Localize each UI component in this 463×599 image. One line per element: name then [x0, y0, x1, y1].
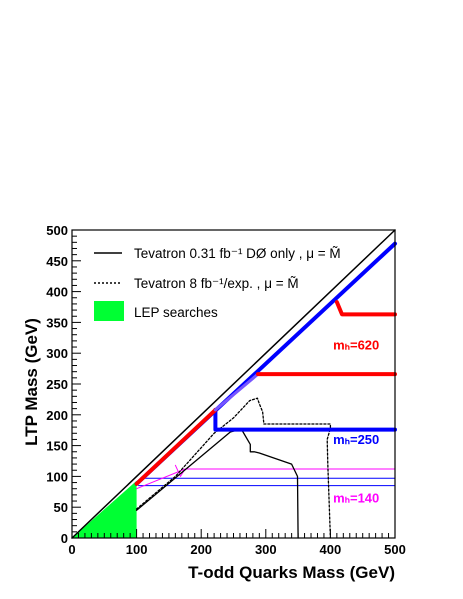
y-tick-label: 150: [46, 439, 68, 454]
y-axis-title: LTP Mass (GeV): [22, 318, 41, 446]
annotation-2: mₕ=140: [333, 490, 379, 505]
lep-region: [72, 480, 137, 538]
y-tick-label: 0: [61, 531, 68, 546]
x-tick-label: 500: [384, 542, 406, 557]
red-thick-horizontal-2: [334, 300, 397, 317]
y-tick-label: 50: [54, 500, 68, 515]
legend: Tevatron 0.31 fb⁻¹ DØ only , μ = M̃ Tevat…: [94, 246, 341, 321]
y-tick-label: 450: [46, 254, 68, 269]
y-tick-label: 300: [46, 346, 68, 361]
y-tick-label: 350: [46, 315, 68, 330]
x-tick-label: 200: [190, 542, 212, 557]
annotation-1: mₕ=250: [333, 432, 379, 447]
x-tick-label: 400: [320, 542, 342, 557]
y-tick-label: 200: [46, 408, 68, 423]
plot-area: mₕ=620 mₕ=250 mₕ=140: [71, 229, 397, 539]
y-tick-label: 400: [46, 285, 68, 300]
legend-label-2: LEP searches: [134, 305, 218, 320]
annotation-0: mₕ=620: [333, 338, 379, 353]
red-thick-diagonal: [134, 407, 218, 486]
legend-label-0: Tevatron 0.31 fb⁻¹ DØ only , μ = M̃: [134, 246, 341, 261]
d0-only-curve: [135, 428, 299, 539]
x-tick-label: 0: [68, 542, 75, 557]
y-tick-label: 500: [46, 223, 68, 238]
tevatron-8fb-curve: [135, 397, 332, 539]
legend-fill-swatch: [94, 301, 124, 321]
axes: 0 100 200 300 400 500 0 50 100 150 200 250 300 350 400…: [46, 223, 406, 557]
legend-label-1: Tevatron 8 fb⁻¹/exp. , μ = M̃: [134, 276, 299, 291]
x-tick-label: 300: [255, 542, 277, 557]
y-tick-label: 250: [46, 377, 68, 392]
x-tick-label: 100: [126, 542, 148, 557]
x-axis-title: T-odd Quarks Mass (GeV): [188, 563, 395, 582]
kinematic-limit-line: [71, 229, 396, 539]
purple-overlap-diagonal: [213, 372, 260, 412]
blue-thick-horizontal: [213, 407, 397, 432]
y-tick-label: 100: [46, 469, 68, 484]
